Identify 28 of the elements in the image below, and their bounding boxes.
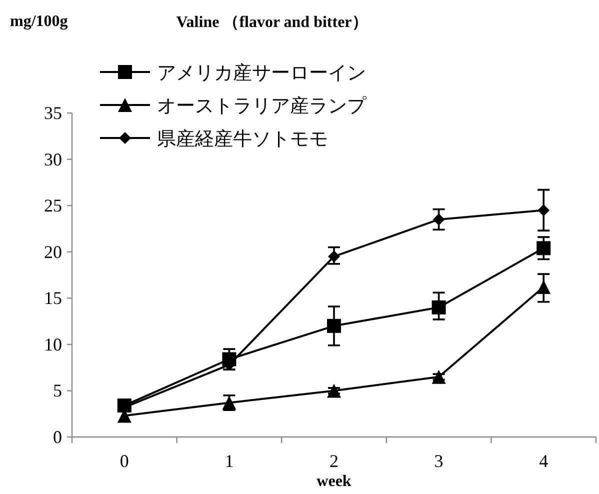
y-tick-label: 20	[44, 242, 62, 262]
point	[327, 384, 341, 398]
point	[432, 370, 446, 384]
x-tick-label: 4	[539, 451, 548, 471]
y-tick-label: 25	[44, 196, 62, 216]
point	[327, 318, 341, 333]
y-tick-label: 10	[44, 334, 62, 354]
point	[432, 213, 445, 226]
y-tick-label: 5	[53, 380, 62, 401]
y-tick-label: 30	[44, 149, 62, 170]
point	[536, 241, 551, 256]
point	[536, 280, 551, 294]
chart-title: Valine （flavor and bitter）	[176, 14, 368, 31]
x-axis-title: week	[316, 473, 352, 490]
x-tick-label: 1	[224, 451, 234, 471]
y-tick-label: 15	[44, 288, 62, 308]
legend-label: 県産経産牛ソトモモ	[157, 128, 328, 150]
legend-label: アメリカ産サーローイン	[157, 62, 366, 84]
y-tick-label: 35	[44, 103, 62, 123]
point	[538, 204, 550, 216]
y-axis-title: mg/100g	[10, 13, 68, 30]
point	[432, 300, 446, 314]
x-tick-label: 0	[120, 451, 129, 471]
point	[328, 250, 340, 262]
legend-label: オーストラリア産ランプ	[157, 95, 367, 117]
x-tick-label: 3	[434, 451, 444, 471]
y-tick-label: 0	[53, 427, 62, 447]
x-tick-label: 2	[330, 451, 338, 471]
